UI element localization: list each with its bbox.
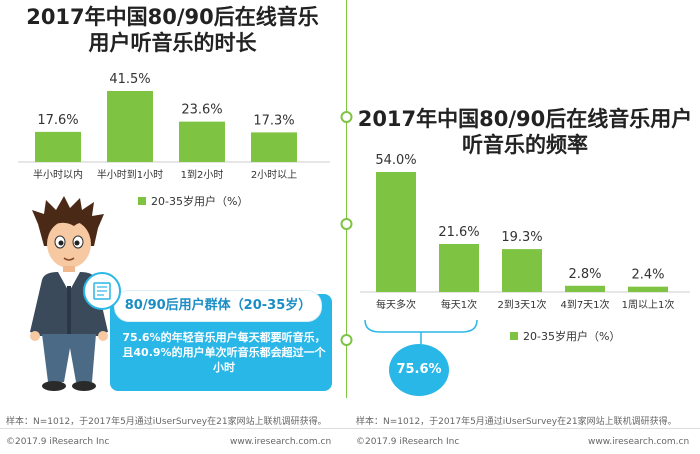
data-label: 19.3% [501,230,542,245]
data-label: 2.8% [568,267,601,282]
bar [565,285,605,292]
divider-marker-top [340,111,353,123]
left-title-line1: 2017年中国80/90后在线音乐 [26,5,319,29]
category-label: 2到3天1次 [497,298,546,311]
footer-divider [0,428,700,429]
bar [35,131,81,162]
document-icon [83,272,121,310]
bar [107,91,153,162]
data-label: 23.6% [181,103,222,118]
bar [439,244,479,292]
divider-markers [340,111,353,346]
data-label: 41.5% [109,72,150,87]
right-website: www.iresearch.com.cn [588,437,690,447]
duration-bar-chart: 17.6% 半小时以内 41.5% 半小时到1小时 23.6% 1到2小时 17.3% 2小时… [18,72,330,208]
category-label: 每天1次 [441,298,477,311]
bar [179,121,225,162]
legend-swatch [138,197,146,205]
right-sample-note: 样本：N=1012，于2017年5月通过iUserSurvey在21家网站上联机… [356,417,677,427]
left-copyright: ©2017.9 iResearch Inc [6,437,110,447]
bar [376,172,416,292]
right-title-line1: 2017年中国80/90后在线音乐用户 [357,107,693,131]
data-label: 21.6% [438,225,479,240]
legend-label: 20-35岁用户（%） [151,194,248,208]
daily-listener-stat-circle: 75.6% [389,344,449,396]
data-label: 2.4% [631,268,664,283]
left-title-line2: 用户听音乐的时长 [88,31,257,55]
divider-marker-mid [340,218,353,230]
category-label: 4到7天1次 [560,298,609,311]
divider-marker-bottom [340,334,353,346]
bar [628,286,668,292]
data-label: 17.3% [253,113,294,128]
legend-label: 20-35岁用户（%） [523,329,620,343]
right-chart-title: 2017年中国80/90后在线音乐用户 听音乐的频率 [350,106,700,158]
right-copyright: ©2017.9 iResearch Inc [356,437,460,447]
category-label: 每天多次 [376,298,416,311]
category-label: 1到2小时 [181,169,224,181]
callout-heading: 80/90后用户群体（20-35岁） [114,290,322,322]
left-sample-note: 样本：N=1012，于2017年5月通过iUserSurvey在21家网站上联机… [6,417,327,427]
category-label: 2小时以上 [251,169,297,181]
category-label: 半小时到1小时 [97,168,163,181]
frequency-bar-chart: 54.0% 每天多次 21.6% 每天1次 19.3% 2到3天1次 2.8% 4到7天1次 2… [360,153,690,343]
bar [502,249,542,292]
right-title-line2: 听音乐的频率 [462,133,588,157]
data-label: 54.0% [375,153,416,168]
bracket-first-two [364,319,478,344]
panel-divider [346,0,347,398]
category-label: 1周以上1次 [622,298,675,311]
category-label: 半小时以内 [33,168,83,181]
legend-swatch [510,332,518,340]
data-label: 17.6% [37,113,78,128]
bar [251,132,297,162]
left-website: www.iresearch.com.cn [230,437,332,447]
left-chart-title: 2017年中国80/90后在线音乐 用户听音乐的时长 [0,4,345,56]
callout-text: 75.6%的年轻音乐用户每天都要听音乐，且40.9%的用户单次听音乐都会超过一个… [122,331,326,374]
